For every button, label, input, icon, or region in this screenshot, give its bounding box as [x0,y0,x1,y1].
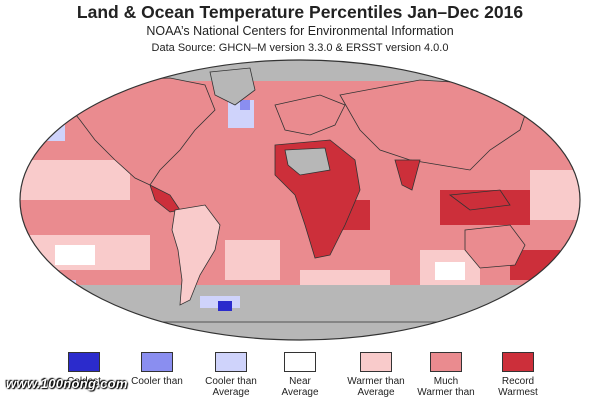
legend-swatch [141,352,173,372]
ocean-warmer-zone [20,160,130,200]
land-north-america [59,77,216,186]
ocean-near-zone [435,262,465,280]
ocean-warmer-zone [300,270,390,285]
land-sahara-missing [284,147,331,176]
ocean-warmer-zone [225,240,280,280]
land-australia [464,224,526,269]
legend-swatch [502,352,534,372]
legend-label: Cooler than [131,376,183,387]
data-source-note: Data Source: GHCN–M version 3.3.0 & ERSS… [151,42,449,54]
legend-item-warmer: Warmer than Average [331,352,421,398]
ocean-near-zone [55,245,95,265]
missing-southern-ocean [20,285,580,301]
land-india [394,159,421,191]
legend-item-much-warmer: Much Warmer than [401,352,491,398]
land-indonesia [448,189,511,211]
land-south-america [171,204,221,306]
land-antarctica [59,321,541,340]
legend-swatch [430,352,462,372]
ocean-much-cooler-patch [240,100,250,110]
legend-swatch [360,352,392,372]
world-temperature-map [19,59,581,341]
legend-label: Warmer than Average [347,376,405,398]
map-title: Land & Ocean Temperature Percentiles Jan… [76,2,524,22]
legend-label: Record Warmest [498,376,538,398]
legend-item-coldest: Coldest [39,352,129,387]
legend-item-near: Near Average [255,352,345,398]
legend-swatch [215,352,247,372]
legend-swatch [284,352,316,372]
land-greenland [209,67,256,106]
ocean-coldest-patch [218,301,232,311]
globe-outline [19,59,581,341]
map-subtitle: NOAA’s National Centers for Environmenta… [146,24,454,38]
legend-label: Near Average [281,376,319,398]
legend-item-cooler: Cooler than Average [186,352,276,398]
ocean-warmer-zone [530,170,580,220]
legend-label: Cooler than Average [205,376,257,398]
legend-label: Coldest [67,376,101,387]
legend-item-much-cooler: Cooler than [112,352,202,387]
legend-swatch [68,352,100,372]
land-europe [274,94,346,136]
missing-arctic [20,60,580,81]
legend: Coldest Cooler than Cooler than Average N… [0,352,600,400]
legend-item-record: Record Warmest [473,352,563,398]
site-watermark: www.100nong.com [6,376,128,391]
legend-label: Much Warmer than [417,376,475,398]
